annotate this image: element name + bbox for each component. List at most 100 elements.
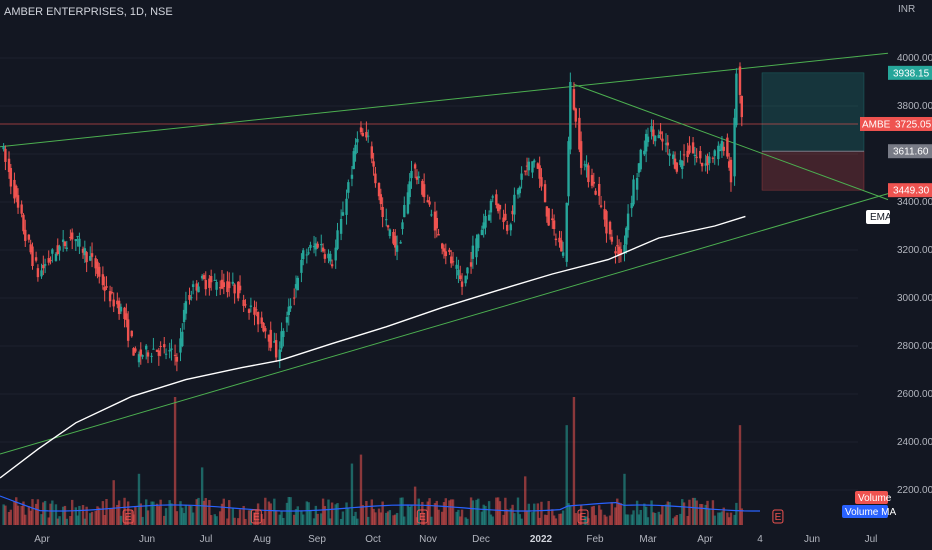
volume-bar xyxy=(278,514,281,525)
candle-body xyxy=(247,309,251,313)
volume-bar xyxy=(330,502,334,525)
earnings-marker[interactable]: E xyxy=(250,509,262,524)
x-tick-label: 4 xyxy=(757,534,763,545)
lower-channel-trendline[interactable] xyxy=(0,193,889,455)
candle-body xyxy=(20,204,23,214)
candle-body xyxy=(722,146,725,151)
candle-body xyxy=(681,160,684,170)
candle-body xyxy=(164,353,168,355)
candle-body xyxy=(9,168,13,187)
candle-body xyxy=(336,230,339,249)
volume-bar xyxy=(681,499,684,525)
volume-bar xyxy=(482,504,485,525)
candle-body xyxy=(2,146,5,150)
volume-bar xyxy=(664,504,668,525)
candle-body xyxy=(329,253,332,262)
volume-bar xyxy=(579,504,583,525)
candle-body xyxy=(69,236,72,239)
volume-bar xyxy=(679,513,682,525)
volume-bar xyxy=(352,516,355,525)
candle-body xyxy=(244,304,247,306)
candle-body xyxy=(450,256,453,264)
earnings-box xyxy=(416,509,428,524)
volume-bar xyxy=(657,511,660,525)
x-tick-label: Apr xyxy=(697,534,713,545)
candle-body xyxy=(477,234,480,248)
volume-bar xyxy=(484,505,487,525)
candle-body xyxy=(316,243,319,248)
candle-body xyxy=(309,244,312,248)
candle-body xyxy=(49,259,52,261)
volume-bar xyxy=(226,518,229,525)
candle-body xyxy=(89,255,92,261)
volume-bar xyxy=(422,512,426,525)
candle-body xyxy=(22,214,25,232)
volume-bar xyxy=(255,509,258,525)
candle-body xyxy=(366,135,370,137)
volume-bar xyxy=(125,516,128,525)
candle-body xyxy=(137,354,141,363)
entry-price-tag: 3611.60 xyxy=(888,144,932,159)
volume-bar xyxy=(509,508,512,525)
candle-body xyxy=(90,253,94,257)
volume-bar xyxy=(392,515,395,525)
volume-legend-tag[interactable]: Volume xyxy=(855,491,892,504)
candle-body xyxy=(610,236,614,242)
volume-bar xyxy=(637,514,641,525)
volume-bar xyxy=(399,497,402,525)
candle-body xyxy=(345,198,348,215)
candle-body xyxy=(718,149,722,152)
volume-bar xyxy=(262,518,265,525)
candle-body xyxy=(639,149,642,170)
earnings-marker[interactable]: E xyxy=(122,509,134,524)
volume-bar xyxy=(137,473,141,525)
candle-body xyxy=(226,281,229,293)
candle-body xyxy=(459,275,462,280)
candle-body xyxy=(218,287,222,289)
volume-bar xyxy=(181,507,184,525)
volume-bar xyxy=(316,513,319,525)
volume-bar xyxy=(294,509,298,525)
volume-bar xyxy=(31,499,34,525)
earnings-box xyxy=(772,509,784,524)
volume-bar xyxy=(538,517,541,525)
ema-legend-tag[interactable]: EMA xyxy=(866,210,892,224)
profit-zone[interactable] xyxy=(761,72,865,152)
loss-zone[interactable] xyxy=(761,150,865,191)
volume-bar xyxy=(603,514,606,525)
candle-body xyxy=(594,190,597,195)
volume-bar xyxy=(341,511,345,525)
candle-body xyxy=(330,264,334,267)
earnings-marker[interactable]: E xyxy=(416,509,428,524)
candle-body xyxy=(359,127,363,133)
volume-bar xyxy=(105,498,108,525)
candle-body xyxy=(132,348,135,356)
candle-body xyxy=(551,218,554,221)
earnings-marker[interactable]: E xyxy=(772,509,784,524)
descending-trendline[interactable] xyxy=(573,83,889,201)
candle-body xyxy=(547,208,550,226)
volume-bar xyxy=(578,513,581,525)
candle-body xyxy=(385,219,388,221)
volume-ma-legend-tag[interactable]: Volume MA xyxy=(842,505,896,518)
volume-bar xyxy=(242,506,245,525)
candle-body xyxy=(175,356,179,362)
volume-bar xyxy=(94,510,97,525)
candle-body xyxy=(47,258,50,263)
volume-bar xyxy=(444,498,448,525)
volume-bar xyxy=(78,505,81,525)
volume-bar xyxy=(296,506,300,525)
x-tick-label: Mar xyxy=(639,534,657,545)
volume-bar xyxy=(321,498,325,525)
candle-body xyxy=(625,227,628,245)
upper-channel-trendline[interactable] xyxy=(0,52,889,148)
candle-body xyxy=(253,307,256,315)
candle-body xyxy=(435,217,438,229)
candle-body xyxy=(653,135,657,142)
volume-bar xyxy=(466,518,469,525)
earnings-marker[interactable]: E xyxy=(577,509,589,524)
volume-bar xyxy=(191,512,195,525)
volume-bar xyxy=(700,504,704,525)
volume-bar xyxy=(718,512,722,525)
